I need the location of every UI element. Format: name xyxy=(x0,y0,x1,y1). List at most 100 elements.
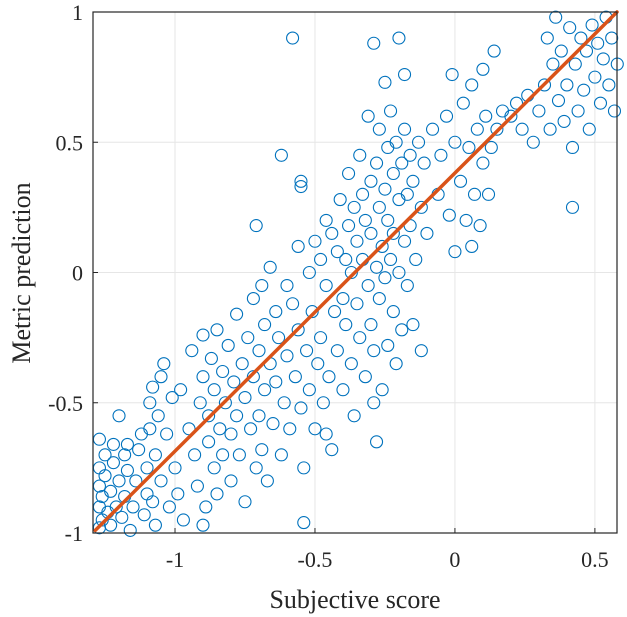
data-point xyxy=(596,52,610,66)
data-point xyxy=(465,239,479,253)
data-point xyxy=(106,456,120,470)
data-point xyxy=(246,370,260,384)
data-point xyxy=(397,67,412,82)
data-point xyxy=(199,500,213,514)
data-point xyxy=(291,323,305,337)
data-point xyxy=(210,487,224,501)
data-point xyxy=(364,226,378,240)
data-point xyxy=(560,78,574,92)
data-point xyxy=(378,182,392,196)
data-point xyxy=(196,518,210,532)
data-point xyxy=(358,213,372,227)
data-point xyxy=(400,187,414,201)
x-axis-ticks: -1 -0.5 0 0.5 xyxy=(166,528,609,572)
data-point xyxy=(224,427,238,441)
data-point xyxy=(252,409,266,423)
data-point xyxy=(134,427,148,441)
data-point xyxy=(202,409,216,423)
data-point xyxy=(389,357,403,371)
data-point xyxy=(339,252,353,267)
data-point xyxy=(104,484,118,498)
data-point xyxy=(112,474,126,488)
data-point xyxy=(188,448,202,462)
data-point xyxy=(106,437,120,451)
data-point xyxy=(462,140,476,155)
data-point xyxy=(495,104,510,118)
data-point xyxy=(361,109,375,123)
data-point xyxy=(154,370,168,384)
data-point xyxy=(286,297,300,311)
data-point xyxy=(467,187,482,201)
data-point xyxy=(392,193,406,207)
data-point xyxy=(160,427,174,441)
data-point xyxy=(249,219,263,233)
data-point xyxy=(235,357,249,371)
data-point xyxy=(171,487,185,501)
data-point xyxy=(308,234,322,248)
data-point xyxy=(409,252,423,267)
data-point xyxy=(383,252,398,267)
data-point xyxy=(532,104,546,118)
data-point xyxy=(272,331,286,345)
data-point xyxy=(302,383,316,397)
data-point xyxy=(255,443,269,457)
data-point xyxy=(386,226,400,240)
data-point xyxy=(515,122,529,136)
data-point xyxy=(490,122,504,136)
data-point xyxy=(120,463,134,478)
data-point xyxy=(370,156,384,170)
data-point xyxy=(319,278,333,293)
scatter-points xyxy=(92,10,624,537)
data-point xyxy=(216,364,230,379)
data-point xyxy=(546,57,560,71)
data-point xyxy=(411,135,426,149)
data-point xyxy=(294,174,308,188)
data-point xyxy=(526,135,540,149)
data-point xyxy=(476,156,490,170)
y-tick-label: 0 xyxy=(72,261,83,286)
data-point xyxy=(476,62,490,76)
data-point xyxy=(165,390,179,405)
data-point xyxy=(143,422,157,436)
data-point xyxy=(311,357,325,371)
data-point xyxy=(137,508,151,522)
data-point xyxy=(342,166,356,181)
data-point xyxy=(238,390,252,405)
data-point xyxy=(297,461,311,475)
data-point xyxy=(347,409,361,423)
data-point xyxy=(582,122,596,136)
data-point xyxy=(202,435,216,449)
data-point xyxy=(196,328,210,342)
data-point xyxy=(95,489,109,504)
y-axis-ticks: -1 -0.5 0 0.5 1 xyxy=(48,0,98,546)
data-point xyxy=(120,437,134,451)
data-point xyxy=(383,104,398,118)
data-point xyxy=(283,422,297,436)
data-point xyxy=(445,67,459,82)
data-point xyxy=(255,278,269,293)
data-point xyxy=(425,122,440,136)
data-point xyxy=(395,156,409,170)
data-point xyxy=(414,200,428,214)
data-point xyxy=(392,31,406,45)
x-axis-label: Subjective score xyxy=(269,585,440,614)
data-point xyxy=(459,213,473,227)
data-point xyxy=(571,104,585,118)
data-point xyxy=(339,318,353,332)
data-point xyxy=(129,474,143,488)
data-point xyxy=(372,122,386,136)
data-point xyxy=(367,36,381,50)
data-point xyxy=(540,31,554,45)
data-point xyxy=(288,370,302,384)
data-point xyxy=(358,370,372,384)
data-point xyxy=(319,427,333,441)
data-point xyxy=(98,448,112,462)
fit-line xyxy=(93,10,619,533)
data-point xyxy=(146,495,160,509)
data-point xyxy=(392,265,406,280)
data-point xyxy=(372,200,386,214)
data-point xyxy=(263,260,277,274)
data-point xyxy=(473,219,487,233)
data-point xyxy=(448,245,462,259)
data-point xyxy=(406,174,420,188)
